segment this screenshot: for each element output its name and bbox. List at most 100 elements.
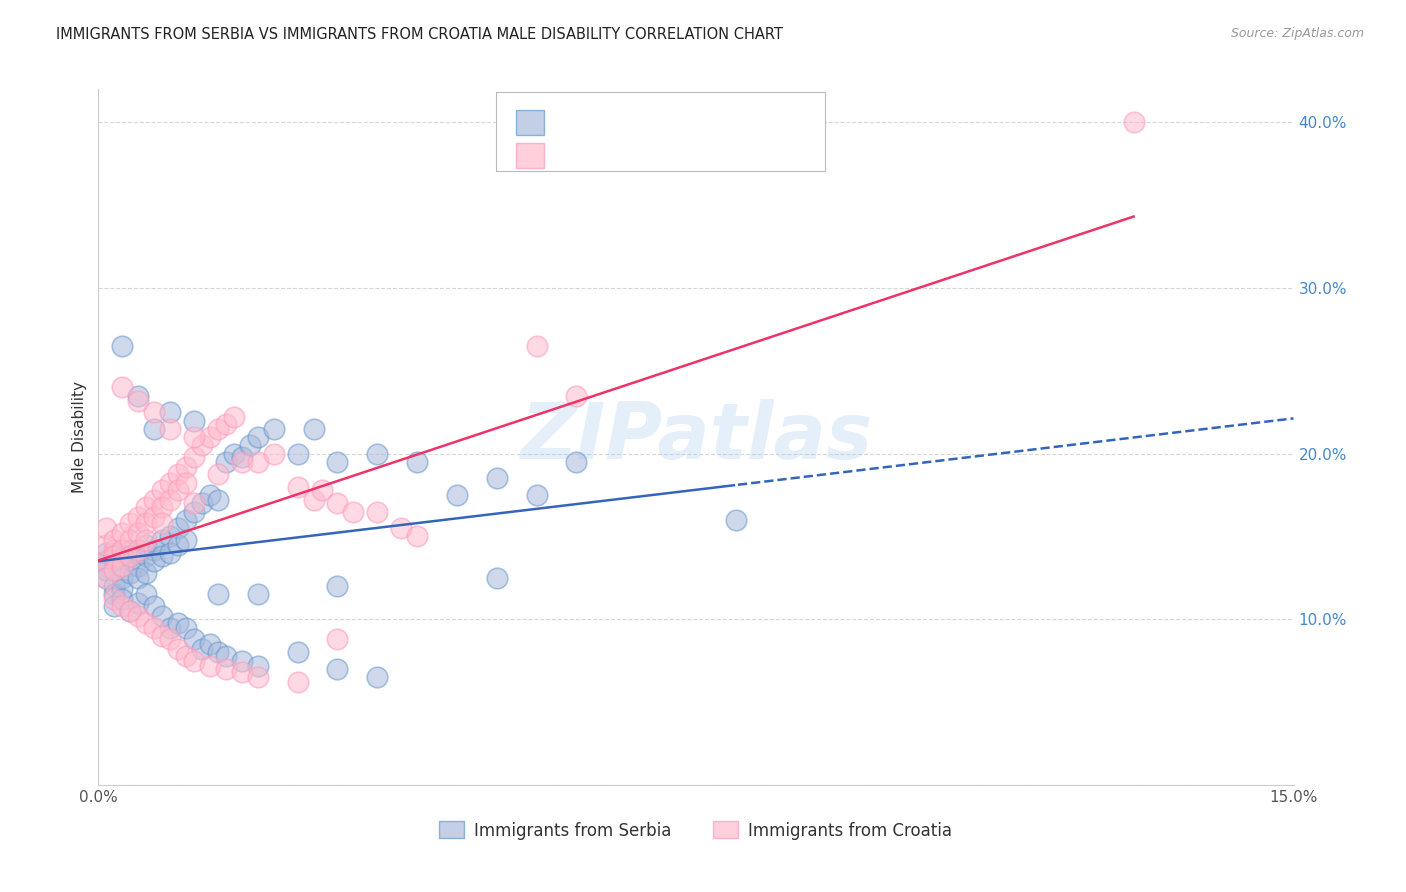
Point bbox=[135, 549, 157, 564]
Point bbox=[167, 538, 190, 552]
Text: N =: N = bbox=[661, 145, 714, 163]
Point bbox=[96, 554, 118, 568]
Point bbox=[183, 413, 205, 427]
Point bbox=[167, 521, 190, 535]
Point bbox=[120, 549, 142, 564]
Point bbox=[231, 654, 253, 668]
Point bbox=[135, 538, 157, 552]
Text: IMMIGRANTS FROM SERBIA VS IMMIGRANTS FROM CROATIA MALE DISABILITY CORRELATION CH: IMMIGRANTS FROM SERBIA VS IMMIGRANTS FRO… bbox=[56, 27, 783, 42]
Point bbox=[246, 587, 269, 601]
Point bbox=[135, 516, 157, 531]
Point bbox=[485, 571, 508, 585]
Point bbox=[103, 563, 125, 577]
Point bbox=[215, 455, 238, 469]
Point bbox=[96, 554, 118, 568]
Point bbox=[150, 500, 173, 514]
Point bbox=[96, 571, 118, 585]
Point bbox=[127, 389, 149, 403]
Point bbox=[215, 648, 238, 663]
Point bbox=[191, 642, 214, 657]
Point bbox=[150, 549, 173, 564]
Point bbox=[263, 422, 285, 436]
Point bbox=[111, 559, 134, 574]
Point bbox=[263, 447, 285, 461]
Point bbox=[150, 516, 173, 531]
Point bbox=[326, 632, 349, 647]
Text: 75: 75 bbox=[713, 145, 737, 163]
Point bbox=[111, 339, 134, 353]
Point bbox=[96, 546, 118, 560]
Point bbox=[103, 554, 125, 568]
Point bbox=[143, 621, 166, 635]
Point bbox=[174, 459, 197, 474]
Point bbox=[167, 642, 190, 657]
Point bbox=[287, 645, 309, 659]
Point bbox=[174, 533, 197, 547]
Point bbox=[111, 559, 134, 574]
Point bbox=[135, 533, 157, 547]
Point bbox=[231, 665, 253, 680]
Point bbox=[167, 467, 190, 481]
Point bbox=[246, 658, 269, 673]
Point bbox=[103, 587, 125, 601]
Point bbox=[150, 483, 173, 497]
Point bbox=[96, 538, 118, 552]
Point bbox=[111, 542, 134, 557]
Point bbox=[183, 450, 205, 464]
Point bbox=[207, 587, 229, 601]
Point bbox=[207, 422, 229, 436]
Point bbox=[127, 571, 149, 585]
Point bbox=[143, 422, 166, 436]
Point bbox=[103, 542, 125, 557]
Point bbox=[111, 549, 134, 564]
Point bbox=[143, 599, 166, 613]
Point bbox=[127, 526, 149, 541]
Point bbox=[159, 493, 181, 508]
Point bbox=[120, 516, 142, 531]
Point bbox=[174, 621, 197, 635]
Point bbox=[366, 447, 388, 461]
Point bbox=[198, 488, 221, 502]
Point bbox=[222, 410, 245, 425]
Point bbox=[198, 658, 221, 673]
Point bbox=[111, 592, 134, 607]
Point bbox=[96, 521, 118, 535]
Point bbox=[135, 615, 157, 630]
Text: ZIPatlas: ZIPatlas bbox=[520, 399, 872, 475]
Point bbox=[565, 389, 588, 403]
Point bbox=[111, 582, 134, 597]
Point bbox=[183, 505, 205, 519]
Point bbox=[191, 496, 214, 510]
Point bbox=[120, 604, 142, 618]
Point bbox=[103, 599, 125, 613]
Point bbox=[111, 571, 134, 585]
Point bbox=[143, 509, 166, 524]
Point bbox=[127, 546, 149, 560]
Point bbox=[446, 488, 468, 502]
Text: 0.287: 0.287 bbox=[602, 145, 655, 163]
Point bbox=[167, 483, 190, 497]
Point bbox=[366, 505, 388, 519]
Point bbox=[302, 422, 325, 436]
Point bbox=[342, 505, 364, 519]
Point bbox=[111, 599, 134, 613]
Point bbox=[120, 604, 142, 618]
Text: 80: 80 bbox=[713, 112, 737, 130]
Point bbox=[406, 529, 429, 543]
Point bbox=[159, 405, 181, 419]
Point bbox=[96, 571, 118, 585]
Point bbox=[159, 621, 181, 635]
Point bbox=[207, 645, 229, 659]
Point bbox=[239, 438, 262, 452]
Point bbox=[135, 587, 157, 601]
Point bbox=[287, 480, 309, 494]
Point bbox=[326, 455, 349, 469]
Point bbox=[150, 629, 173, 643]
Point bbox=[159, 422, 181, 436]
Point bbox=[183, 654, 205, 668]
Point bbox=[565, 455, 588, 469]
Point bbox=[389, 521, 412, 535]
Point bbox=[246, 455, 269, 469]
Point bbox=[207, 493, 229, 508]
Text: R =: R = bbox=[555, 145, 596, 163]
